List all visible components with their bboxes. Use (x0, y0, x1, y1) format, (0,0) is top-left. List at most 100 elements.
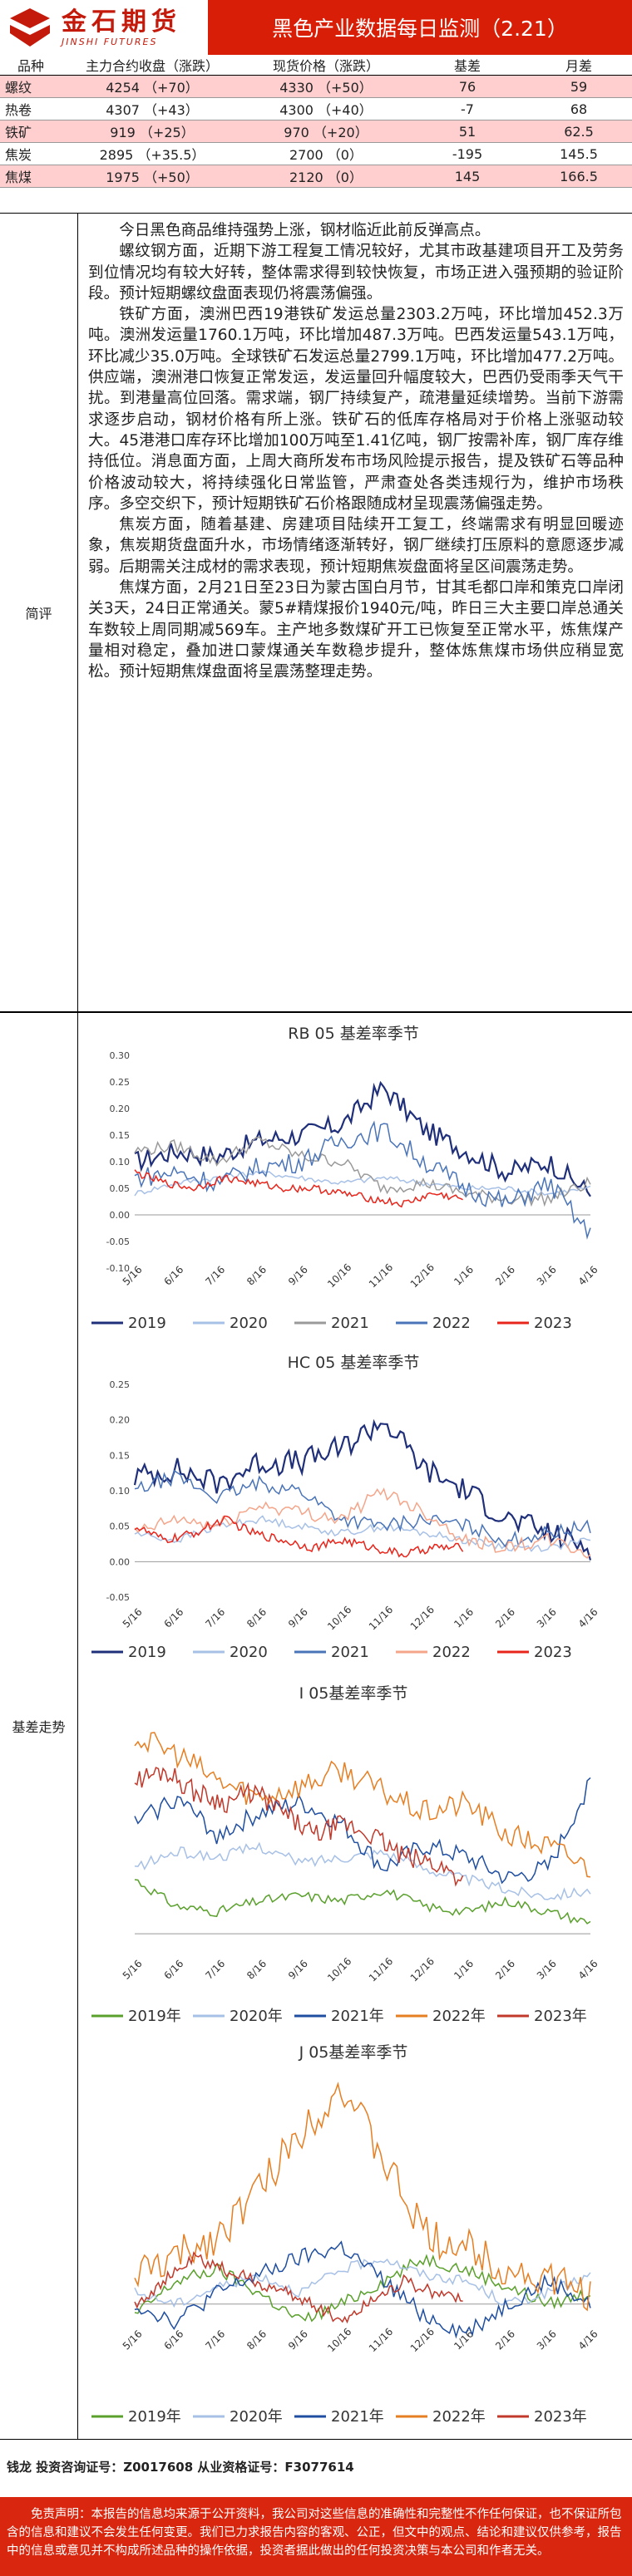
chart-title: HC 05 基差率季节 (288, 1354, 420, 1372)
x-tick-label: 1/16 (452, 1264, 476, 1288)
x-tick-label: 3/16 (535, 2328, 559, 2352)
chart-title: RB 05 基差率季节 (288, 1025, 419, 1043)
x-tick-label: 8/16 (244, 1264, 269, 1288)
comment-paragraph: 今日黑色商品维持强势上涨，钢材临近此前反弹高点。 (119, 222, 491, 239)
x-tick-label: 5/16 (121, 1606, 145, 1630)
x-tick-label: 11/16 (367, 2326, 395, 2354)
y-tick-label: 0.25 (110, 1077, 131, 1088)
x-tick-label: 1/16 (452, 1958, 476, 1982)
legend-label: 2021 (331, 1315, 369, 1332)
series-line (133, 1418, 592, 1561)
x-tick-label: 6/16 (162, 1606, 186, 1630)
x-tick-label: 8/16 (244, 1606, 269, 1630)
legend-label: 2023年 (534, 2408, 587, 2426)
basis-value: -7 (409, 97, 526, 120)
header-banner: 金石期货 JINSHI FUTURES 黑色产业数据每日监测（2.21） (0, 0, 632, 55)
x-tick-label: 12/16 (408, 1955, 437, 1984)
basis-value: -195 (409, 142, 526, 165)
table-row: 铁矿 919 （+25） 970 （+20） 51 62.5 (0, 120, 632, 143)
y-tick-label: -0.10 (106, 1263, 130, 1274)
legend-label: 2020年 (230, 2408, 283, 2426)
x-tick-label: 3/16 (535, 1264, 559, 1288)
y-tick-label: 0.10 (110, 1486, 131, 1497)
col-header-spread: 月差 (526, 55, 632, 76)
logo-icon (10, 8, 50, 47)
chart-rb05-svg: RB 05 基差率季节 0.30 0.25 0.20 0.15 0.10 0.05 0.00 -… (91, 1025, 600, 1332)
series-line (134, 2251, 463, 2324)
x-tick-label: 6/16 (162, 2328, 186, 2352)
y-tick-label: 0.05 (110, 1183, 131, 1194)
spread-value: 68 (526, 97, 632, 120)
series-line (134, 1487, 591, 1559)
x-tick-label: 6/16 (162, 1958, 186, 1982)
legend-label: 2021年 (331, 2008, 384, 2025)
basis-value: 51 (409, 120, 526, 143)
comment-paragraph: 焦炭方面，随着基建、房建项目陆续开工复工，终端需求有明显回暖迹象，焦炭期货盘面升… (88, 516, 624, 576)
x-tick-label: 11/16 (367, 1955, 395, 1984)
x-tick-label: 5/16 (121, 1958, 145, 1982)
series-line (134, 1767, 464, 1887)
legend-label: 2022年 (432, 2408, 486, 2426)
basis-value: 76 (409, 75, 526, 98)
chart-hc05-svg: HC 05 基差率季节 0.25 0.20 0.15 0.10 0.05 0.00 -0.05… (91, 1354, 600, 1661)
close-price: 4307 （+43） (62, 97, 243, 120)
x-tick-label: 12/16 (408, 1261, 437, 1290)
y-tick-label: 0.00 (110, 1556, 131, 1567)
series-line (134, 2254, 591, 2323)
spot-price: 2120 （0） (243, 165, 409, 188)
variety-name: 焦煤 (0, 165, 62, 188)
x-tick-label: 8/16 (244, 1958, 269, 1982)
x-tick-label: 2/16 (493, 1264, 517, 1288)
spot-price: 2700 （0） (243, 142, 409, 165)
chart-hc05: HC 05 基差率季节 0.25 0.20 0.15 0.10 0.05 0.00 -0.05… (83, 1348, 632, 1672)
y-tick-label: 0.15 (110, 1450, 131, 1461)
series-line (134, 1169, 463, 1208)
y-tick-label: 0.20 (110, 1415, 131, 1426)
y-tick-label: 0.10 (110, 1157, 131, 1168)
x-tick-label: 6/16 (162, 1264, 186, 1288)
close-price: 4254 （+70） (62, 75, 243, 98)
legend-label: 2019 (128, 1644, 166, 1661)
table-row: 焦炭 2895 （+35.5） 2700 （0） -195 145.5 (0, 142, 632, 165)
y-tick-label: -0.05 (106, 1592, 130, 1603)
price-table-header: 品种 主力合约收盘（涨跌） 现货价格（涨跌） 基差 月差 (0, 55, 632, 76)
spread-value: 59 (526, 75, 632, 98)
x-tick-label: 2/16 (493, 1958, 517, 1982)
legend-label: 2020 (230, 1315, 268, 1332)
variety-name: 螺纹 (0, 75, 62, 98)
basis-value: 145 (409, 165, 526, 188)
x-tick-label: 4/16 (576, 1264, 600, 1288)
x-tick-label: 7/16 (203, 1264, 227, 1288)
comment-label: 简评 (0, 214, 78, 1011)
disclaimer: 免责声明：本报告的信息均来源于公开资料，我公司对这些信息的准确性和完整性不作任何… (0, 2497, 632, 2576)
y-tick-label: 0.15 (110, 1130, 131, 1141)
legend-label: 2023年 (534, 2008, 587, 2025)
y-tick-label: -0.05 (106, 1236, 130, 1247)
variety-name: 热卷 (0, 97, 62, 120)
logo-text-cn: 金石期货 (62, 7, 181, 37)
x-tick-label: 11/16 (367, 1604, 395, 1632)
series-line (134, 1841, 591, 1901)
variety-name: 铁矿 (0, 120, 62, 143)
spot-price: 4330 （+50） (243, 75, 409, 98)
table-row: 焦煤 1975 （+50） 2120 （0） 145 166.5 (0, 165, 632, 188)
series-line (134, 1515, 464, 1558)
x-tick-label: 12/16 (408, 2326, 437, 2354)
x-tick-label: 9/16 (286, 1606, 310, 1630)
series-line (134, 1732, 591, 1878)
close-price: 1975 （+50） (62, 165, 243, 188)
variety-name: 焦炭 (0, 142, 62, 165)
chart-title: I 05基差率季节 (299, 1684, 408, 1703)
series-line (134, 1469, 591, 1548)
col-header-basis: 基差 (409, 55, 526, 76)
chart-i05-svg: I 05基差率季节 5/16 6/16 7/16 8/16 9/16 10/16 11/16 1… (91, 1684, 600, 2025)
legend-label: 2022 (432, 1315, 471, 1332)
x-tick-label: 7/16 (203, 1606, 227, 1630)
series-line (134, 1136, 591, 1207)
chart-j05: J 05基差率季节 5/16 6/16 7/16 8/16 9/16 10/16 11/16 1… (83, 2038, 632, 2436)
spot-price: 970 （+20） (243, 120, 409, 143)
comment-paragraph: 螺纹钢方面，近期下游工程复工情况较好，尤其市政基建项目开工及劳务到位情况均有较大… (88, 243, 624, 302)
y-tick-label: 0.00 (110, 1210, 131, 1221)
comment-paragraph: 焦煤方面，2月21日至23日为蒙古国白月节，甘其毛都口岸和策克口岸闭关3天，24… (88, 579, 624, 681)
series-line (134, 1515, 591, 1552)
